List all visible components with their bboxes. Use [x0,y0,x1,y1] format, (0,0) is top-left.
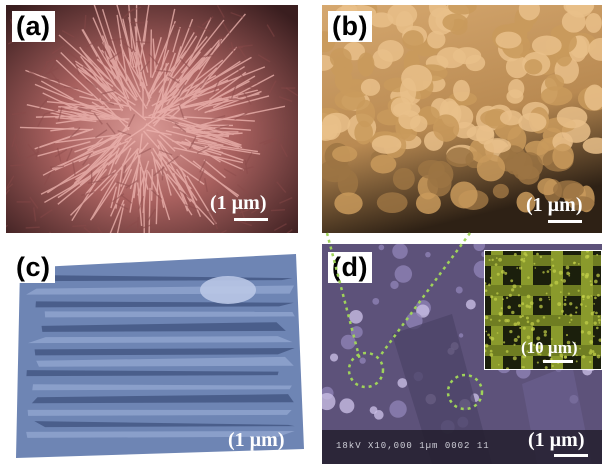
panel-a-scale-bar [234,218,268,221]
panel-c-label: (c) [12,252,55,283]
instrument-info: 18kV X10,000 1µm 0002 11 [336,441,490,451]
inset-scale-label: (10 µm) [521,338,578,357]
panel-d-scale-label: (1 µm) [528,429,585,451]
zoom-line-right [378,232,472,357]
panel-c-micrograph [6,244,306,464]
panel-a-image: (a) (1 µm) [6,5,298,233]
panel-a-label: (a) [12,11,55,42]
panel-b-image: (b) (1 µm) [322,5,602,233]
highlight-circle-1 [347,351,385,389]
panel-c-scale-label: (1 µm) [228,429,285,451]
inset-micrograph [485,251,601,369]
panel-a-micrograph [6,5,298,233]
panel-d-image: (10 µm) (d) 18kV X10,000 1µm 0002 11 (1 … [322,244,602,464]
panel-b-label: (b) [328,11,372,42]
panel-b-scale-label: (1 µm) [526,194,583,216]
panel-c-scale-bar [254,454,288,457]
panel-b-scale-bar [548,220,582,223]
panel-a-scale-label: (1 µm) [210,192,267,214]
panel-d-scale-bar [554,454,588,457]
panel-d-label: (d) [328,252,372,283]
panel-c-image: (c) (1 µm) [6,244,306,464]
panel-b-micrograph [322,5,602,233]
highlight-circle-2 [446,373,484,411]
zoom-line-left [325,232,362,361]
inset-scale-bar [543,360,573,363]
panel-d-inset: (10 µm) [484,250,602,370]
